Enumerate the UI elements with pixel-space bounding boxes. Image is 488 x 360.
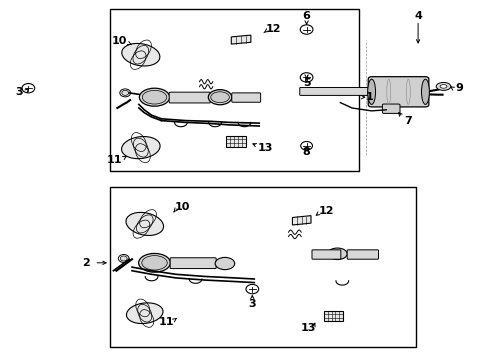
Circle shape xyxy=(22,84,35,93)
Bar xyxy=(323,311,343,321)
Ellipse shape xyxy=(122,44,160,66)
Circle shape xyxy=(300,25,312,34)
Ellipse shape xyxy=(210,92,229,103)
Ellipse shape xyxy=(122,136,160,159)
Bar xyxy=(110,187,415,347)
Text: 11: 11 xyxy=(158,317,174,327)
Text: 2: 2 xyxy=(81,258,89,268)
FancyBboxPatch shape xyxy=(346,250,378,259)
Polygon shape xyxy=(292,216,310,225)
FancyBboxPatch shape xyxy=(382,104,399,113)
Text: 10: 10 xyxy=(112,36,127,46)
Ellipse shape xyxy=(139,88,169,106)
FancyBboxPatch shape xyxy=(170,258,216,269)
Ellipse shape xyxy=(126,212,163,235)
Text: 1: 1 xyxy=(365,92,373,102)
Bar xyxy=(225,136,246,147)
Text: 12: 12 xyxy=(265,24,281,34)
Text: 13: 13 xyxy=(257,143,273,153)
Circle shape xyxy=(300,141,312,150)
Ellipse shape xyxy=(142,256,167,270)
Ellipse shape xyxy=(122,90,128,95)
Ellipse shape xyxy=(421,79,428,104)
Ellipse shape xyxy=(138,253,170,272)
Circle shape xyxy=(245,284,258,294)
FancyBboxPatch shape xyxy=(311,250,340,259)
Ellipse shape xyxy=(126,303,163,324)
Text: 9: 9 xyxy=(455,83,463,93)
FancyBboxPatch shape xyxy=(367,77,428,107)
Text: 3: 3 xyxy=(16,87,23,97)
Ellipse shape xyxy=(439,85,446,88)
Ellipse shape xyxy=(142,90,166,104)
Text: 8: 8 xyxy=(302,147,310,157)
Bar xyxy=(110,9,359,171)
Text: 3: 3 xyxy=(248,299,256,309)
Text: 13: 13 xyxy=(300,323,315,333)
Text: 12: 12 xyxy=(318,206,334,216)
Ellipse shape xyxy=(208,90,231,105)
Ellipse shape xyxy=(118,255,129,262)
Text: 7: 7 xyxy=(404,116,411,126)
Ellipse shape xyxy=(215,257,234,270)
Text: 5: 5 xyxy=(302,78,310,88)
Text: 10: 10 xyxy=(174,202,190,212)
Text: 4: 4 xyxy=(413,11,421,21)
Circle shape xyxy=(300,73,312,82)
Text: 11: 11 xyxy=(107,155,122,165)
Text: 6: 6 xyxy=(302,11,310,21)
Ellipse shape xyxy=(435,82,450,90)
Polygon shape xyxy=(231,35,250,44)
Ellipse shape xyxy=(120,89,130,97)
FancyBboxPatch shape xyxy=(231,93,260,102)
FancyBboxPatch shape xyxy=(169,92,210,103)
Ellipse shape xyxy=(327,248,346,260)
Ellipse shape xyxy=(120,256,127,261)
FancyBboxPatch shape xyxy=(299,87,369,95)
Ellipse shape xyxy=(367,79,375,104)
